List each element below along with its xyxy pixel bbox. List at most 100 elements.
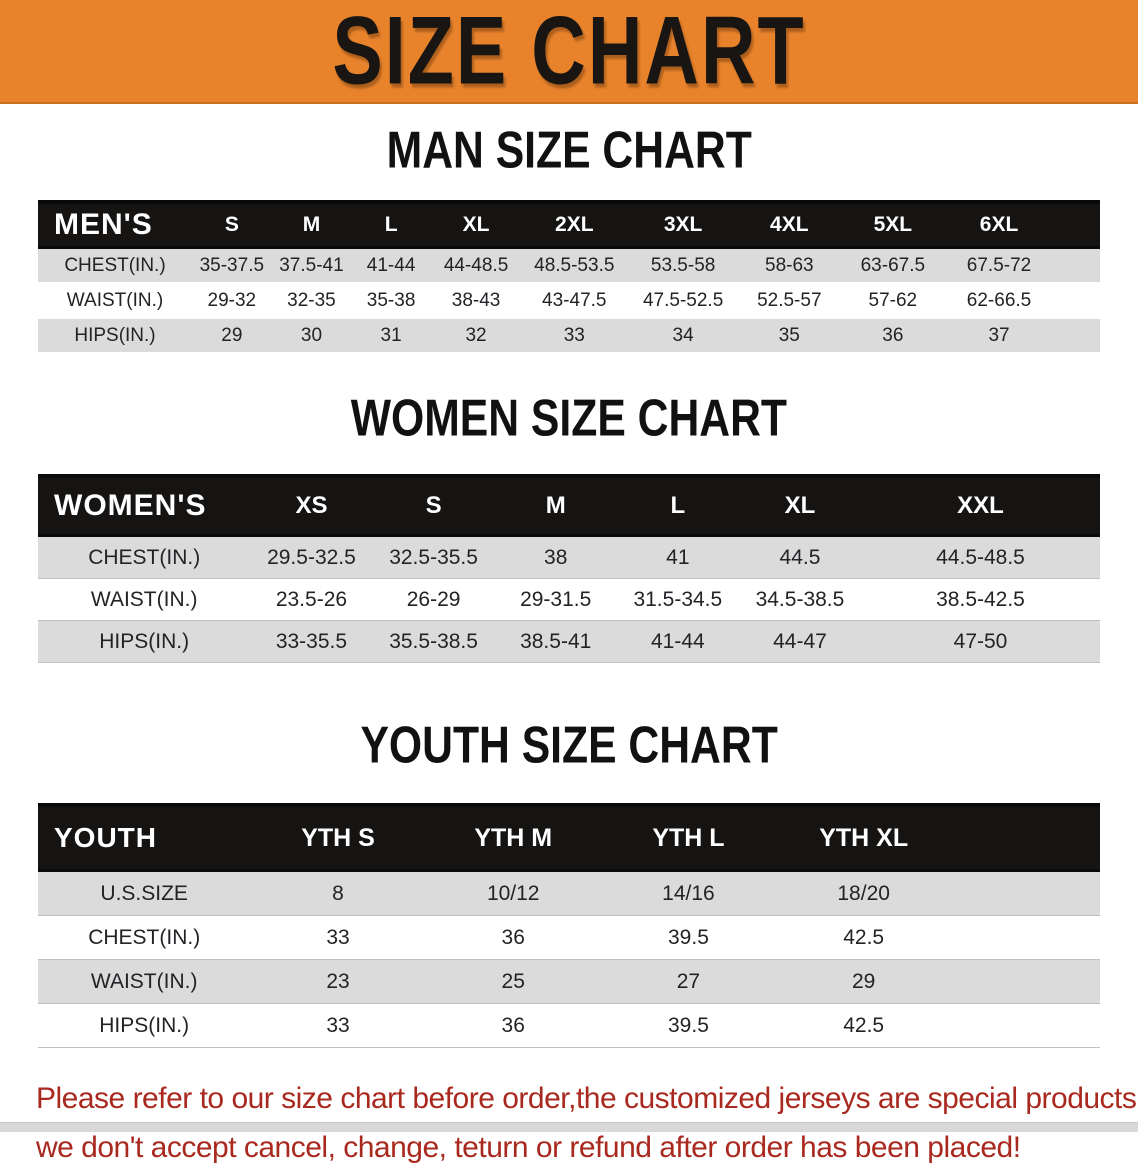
measure-value: 52.5-57	[738, 283, 840, 319]
measure-value: 44-47	[738, 620, 862, 663]
measure-value: 31.5-34.5	[616, 578, 739, 621]
size-header-row: MEN'S S M L XL 2XL 3XL 4XL 5XL 6XL	[38, 200, 1100, 249]
size-column-header: S	[192, 200, 272, 249]
measure-row: WAIST(IN.) 29-32 32-35 35-38 38-43 43-47.5 47.…	[38, 283, 1100, 319]
measure-row: CHEST(IN.) 29.5-32.5 32.5-35.5 38 41 44.5 44.5…	[38, 535, 1100, 579]
measure-value: 34.5-38.5	[738, 578, 862, 621]
row-label: U.S.SIZE	[38, 870, 251, 916]
measure-value: 38.5-42.5	[861, 578, 1100, 621]
measure-value: 38	[494, 535, 617, 579]
size-column-header: L	[351, 200, 431, 249]
measure-value: 58-63	[738, 247, 840, 284]
measure-value: 8	[250, 870, 426, 916]
youth-table-wrap: YOUTH YTH S YTH M YTH L YTH XL U.S.SIZE 8 10/12…	[38, 803, 1100, 1048]
measure-value: 29-32	[192, 283, 272, 319]
size-column-header: XL	[430, 200, 522, 249]
measure-row: HIPS(IN.) 33-35.5 35.5-38.5 38.5-41 41-44 44-…	[38, 620, 1100, 663]
measure-value: 29.5-32.5	[250, 535, 373, 579]
bottom-strip	[0, 1122, 1138, 1132]
measure-value: 37	[945, 318, 1053, 354]
measure-row: WAIST(IN.) 23 25 27 29	[38, 959, 1100, 1004]
row-label: WAIST(IN.)	[38, 959, 251, 1004]
header-filler-cell	[1052, 200, 1100, 249]
measure-value: 14/16	[600, 870, 777, 916]
measure-value: 62-66.5	[945, 283, 1053, 319]
measure-value: 48.5-53.5	[521, 247, 628, 284]
measure-value: 39.5	[600, 915, 777, 960]
measure-value: 34	[627, 318, 739, 354]
measure-value: 33	[521, 318, 628, 354]
row-label: WAIST(IN.)	[38, 283, 192, 319]
measure-value: 29	[776, 959, 952, 1004]
measure-value: 42.5	[776, 915, 952, 960]
measure-value: 33	[250, 915, 426, 960]
size-column-header: 5XL	[839, 200, 946, 249]
measure-value: 53.5-58	[627, 247, 739, 284]
row-filler-cell	[1052, 283, 1100, 319]
measure-value: 38.5-41	[494, 620, 617, 663]
measure-value: 38-43	[430, 283, 522, 319]
row-label: HIPS(IN.)	[38, 1003, 251, 1048]
banner: SIZE CHART	[0, 0, 1138, 104]
measure-value: 57-62	[839, 283, 946, 319]
row-filler-cell	[1052, 318, 1100, 354]
size-column-header: M	[494, 474, 617, 537]
header-filler-cell	[951, 803, 1100, 872]
table-header-label: WOMEN'S	[38, 474, 251, 537]
measure-value: 44.5-48.5	[861, 535, 1100, 579]
measure-value: 44-48.5	[430, 247, 522, 284]
size-column-header: S	[372, 474, 495, 537]
measure-value: 29-31.5	[494, 578, 617, 621]
size-column-header: XS	[250, 474, 373, 537]
size-column-header: YTH M	[425, 803, 601, 872]
measure-value: 30	[271, 318, 352, 354]
measure-value: 33	[250, 1003, 426, 1048]
measure-value: 27	[600, 959, 777, 1004]
measure-row: U.S.SIZE 8 10/12 14/16 18/20	[38, 870, 1100, 916]
measure-value: 41-44	[616, 620, 739, 663]
size-column-header: 2XL	[521, 200, 628, 249]
measure-value: 35-38	[351, 283, 431, 319]
page-title: SIZE CHART	[332, 2, 803, 98]
measure-value: 41	[616, 535, 739, 579]
row-filler-cell	[951, 959, 1100, 1004]
men-section-title: MAN SIZE CHART	[0, 122, 1138, 180]
size-header-row: WOMEN'S XS S M L XL XXL	[38, 474, 1100, 537]
page-title-text: SIZE CHART	[332, 0, 806, 105]
row-filler-cell	[951, 1003, 1100, 1048]
measure-value: 35.5-38.5	[372, 620, 495, 663]
youth-section-title: YOUTH SIZE CHART	[0, 717, 1138, 775]
row-label: WAIST(IN.)	[38, 578, 251, 621]
measure-value: 67.5-72	[945, 247, 1053, 284]
youth-section-title-text: YOUTH SIZE CHART	[360, 716, 778, 775]
men-size-table: MEN'S S M L XL 2XL 3XL 4XL 5XL 6XL CHEST(IN.) 35-37…	[38, 200, 1100, 354]
men-section-title-text: MAN SIZE CHART	[386, 121, 752, 180]
row-label: CHEST(IN.)	[38, 915, 251, 960]
size-column-header: XXL	[861, 474, 1100, 537]
size-column-header: 3XL	[627, 200, 739, 249]
row-filler-cell	[951, 870, 1100, 916]
measure-row: CHEST(IN.) 33 36 39.5 42.5	[38, 915, 1100, 960]
measure-value: 43-47.5	[521, 283, 628, 319]
women-table-wrap: WOMEN'S XS S M L XL XXL CHEST(IN.) 29.5-32.5 32.5…	[38, 474, 1100, 663]
measure-value: 23	[250, 959, 426, 1004]
disclaimer-line-1: Please refer to our size chart before or…	[36, 1082, 1138, 1115]
measure-value: 37.5-41	[271, 247, 352, 284]
measure-value: 31	[351, 318, 431, 354]
measure-row: HIPS(IN.) 33 36 39.5 42.5	[38, 1003, 1100, 1048]
measure-value: 63-67.5	[839, 247, 946, 284]
table-header-label: YOUTH	[38, 803, 251, 872]
table-header-label: MEN'S	[38, 200, 192, 249]
size-column-header: XL	[738, 474, 862, 537]
measure-value: 32-35	[271, 283, 352, 319]
size-column-header: 4XL	[738, 200, 840, 249]
measure-value: 35	[738, 318, 840, 354]
youth-size-table: YOUTH YTH S YTH M YTH L YTH XL U.S.SIZE 8 10/12…	[38, 803, 1100, 1048]
row-label: HIPS(IN.)	[38, 620, 251, 663]
measure-value: 44.5	[738, 535, 862, 579]
measure-value: 25	[425, 959, 601, 1004]
measure-value: 47-50	[861, 620, 1100, 663]
measure-value: 36	[425, 915, 601, 960]
measure-value: 41-44	[351, 247, 431, 284]
